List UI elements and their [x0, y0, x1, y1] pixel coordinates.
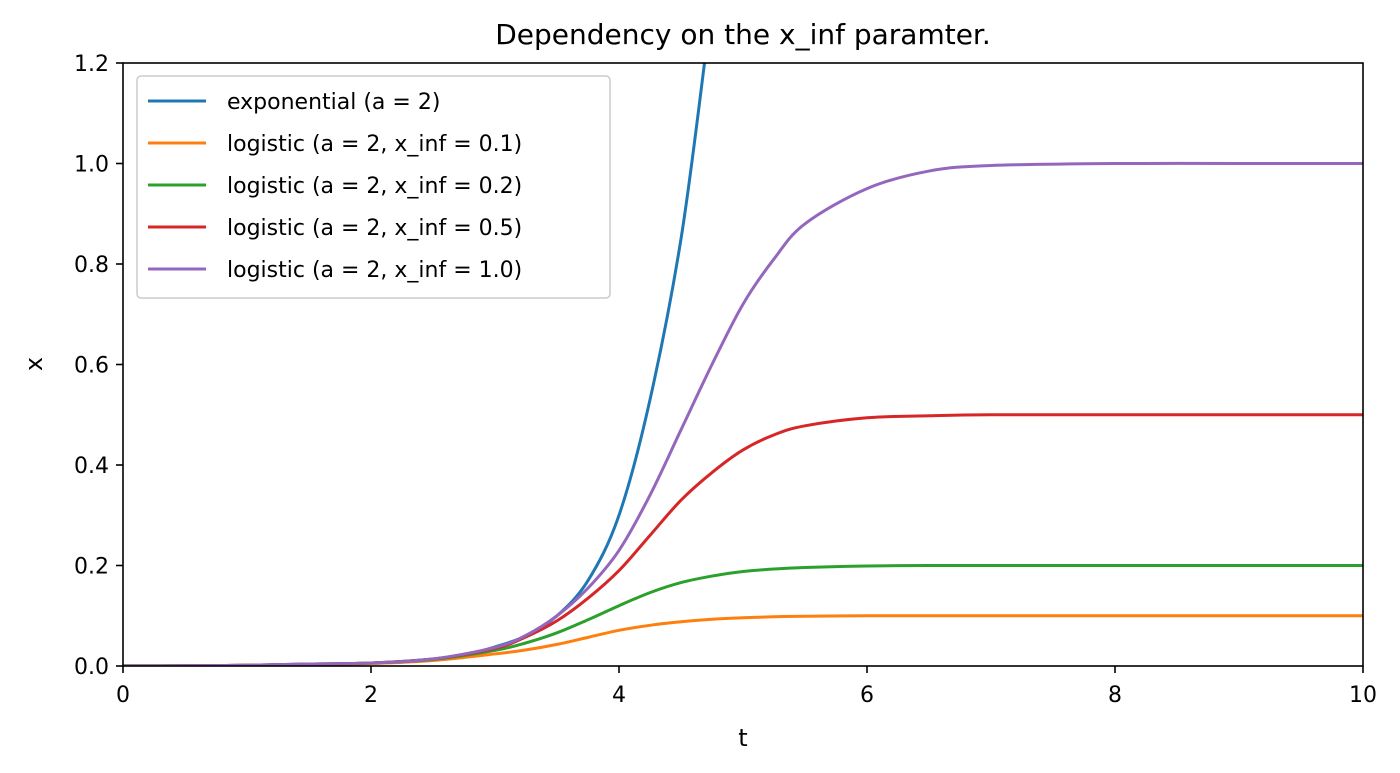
x-tick-label: 8: [1108, 683, 1122, 708]
x-axis-label: t: [738, 724, 747, 752]
x-tick-label: 6: [860, 683, 874, 708]
x-tick-label: 10: [1349, 683, 1377, 708]
x-tick-label: 2: [364, 683, 378, 708]
series-line-4: [123, 413, 1363, 666]
series-line-5: [123, 161, 1363, 666]
x-tick-label: 4: [612, 683, 626, 708]
chart-title: Dependency on the x_inf paramter.: [495, 18, 991, 51]
legend-label: logistic (a = 2, x_inf = 1.0): [227, 258, 522, 283]
legend-label: logistic (a = 2, x_inf = 0.1): [227, 132, 522, 157]
x-tick-label: 0: [116, 683, 130, 708]
legend-box: [136, 75, 611, 299]
y-axis-ticks: 0.0 0.2 0.4 0.6 0.8 1.0 1.2: [74, 52, 123, 680]
y-tick-label: 1.2: [74, 52, 109, 77]
legend-label: logistic (a = 2, x_inf = 0.2): [227, 174, 522, 199]
y-tick-label: 0.6: [74, 354, 109, 379]
y-tick-label: 0.2: [74, 555, 109, 580]
series-line-2: [123, 614, 1363, 666]
y-axis-label: x: [20, 357, 48, 371]
plot-lines: [123, 63, 1363, 666]
legend-label: exponential (a = 2): [227, 90, 440, 115]
legend: exponential (a = 2) logistic (a = 2, x_in…: [136, 75, 611, 299]
y-tick-label: 0.8: [74, 253, 109, 278]
y-tick-label: 1.0: [74, 153, 109, 178]
plot-area-frame: [122, 62, 1364, 667]
y-tick-label: 0.0: [74, 655, 109, 680]
x-axis-ticks: 0 2 4 6 8 10: [116, 666, 1377, 708]
legend-label: logistic (a = 2, x_inf = 0.5): [227, 216, 522, 241]
y-tick-label: 0.4: [74, 454, 109, 479]
